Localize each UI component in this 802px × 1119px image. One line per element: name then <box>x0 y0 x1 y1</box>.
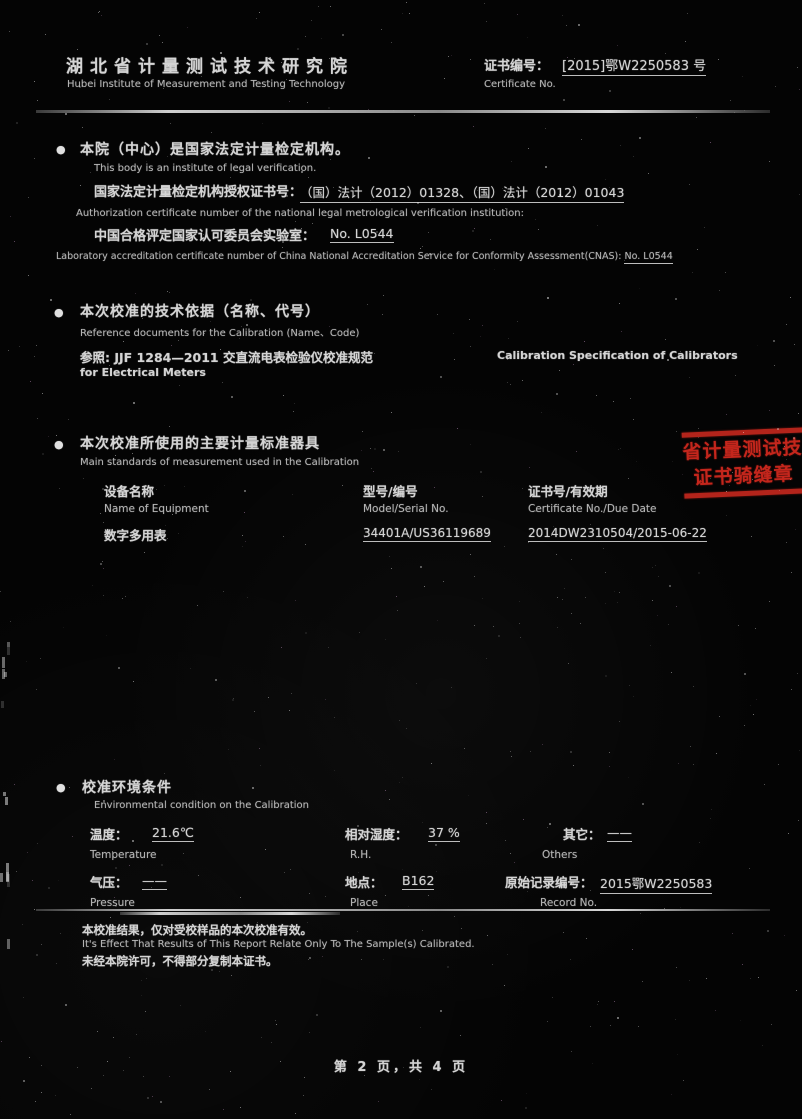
legal-title-cn: 本院（中心）是国家法定计量检定机构。 <box>80 142 350 158</box>
table-header-name-cn: 设备名称 <box>104 484 155 499</box>
temperature-label: 温度： <box>90 827 128 842</box>
reference-title-en: Reference documents for the Calibration … <box>80 328 360 339</box>
note-line2-cn: 未经本院许可，不得部分复制本证书。 <box>82 954 278 968</box>
bullet-icon: ● <box>56 143 66 156</box>
record-no-value: 2015鄂W2250583 <box>600 873 713 894</box>
humidity-label-en: R.H. <box>350 849 372 861</box>
reference-doc-en1: Calibration Specification of Calibrators <box>497 349 738 362</box>
reference-doc-cn: 参照: JJF 1284—2011 交直流电表检验仪校准规范 <box>80 350 373 365</box>
environment-title-en: Environmental condition on the Calibrati… <box>94 800 309 811</box>
table-header-model-cn: 型号/编号 <box>363 484 418 499</box>
table-header-cert-cn: 证书号/有效期 <box>528 484 608 499</box>
paging-seal-stamp: 省计量测试技术 证书骑缝章 <box>681 423 802 500</box>
cnas-en-text: Laboratory accreditation certificate num… <box>56 251 625 262</box>
equipment-model-value: 34401A/US36119689 <box>363 526 491 542</box>
legal-title-en: This body is an institute of legal verif… <box>94 163 317 174</box>
header-divider <box>36 110 770 113</box>
cnas-value: No. L0544 <box>330 226 394 243</box>
reference-doc-en2: for Electrical Meters <box>80 366 206 379</box>
certificate-no-value: [2015]鄂W2250583 号 <box>562 55 707 76</box>
notes-divider <box>36 909 770 911</box>
place-value: B162 <box>402 873 435 890</box>
certificate-no-label-en: Certificate No. <box>484 79 556 90</box>
table-row: 数字多用表 <box>104 528 167 543</box>
bullet-icon: ● <box>54 438 64 451</box>
record-no-label-en: Record No. <box>540 897 598 909</box>
standards-title-cn: 本次校准所使用的主要计量标准器具 <box>80 436 320 452</box>
pressure-label: 气压： <box>90 875 128 890</box>
notes-divider-segment <box>120 912 340 915</box>
bullet-icon: ● <box>54 306 64 319</box>
bullet-icon: ● <box>56 781 66 794</box>
others-value: —— <box>607 825 632 842</box>
table-header-name-en: Name of Equipment <box>104 503 209 515</box>
certificate-no-label: 证书编号： <box>484 59 550 74</box>
cnas-label: 中国合格评定国家认可委员会实验室： <box>94 229 316 244</box>
others-label: 其它： <box>563 827 601 842</box>
auth-cert-value: （国）法计（2012）01328、（国）法计（2012）01043 <box>300 182 625 203</box>
record-no-label: 原始记录编号： <box>505 875 593 890</box>
place-label: 地点： <box>345 875 383 890</box>
institute-name-cn: 湖北省计量测试技术研究院 <box>66 57 354 77</box>
table-header-model-en: Model/Serial No. <box>363 503 449 515</box>
note-line1-en: It's Effect That Results of This Report … <box>82 939 475 950</box>
standards-title-en: Main standards of measurement used in th… <box>80 457 360 468</box>
place-label-en: Place <box>350 897 378 909</box>
reference-title-cn: 本次校准的技术依据（名称、代号） <box>80 304 320 320</box>
auth-cert-label-en: Authorization certificate number of the … <box>76 208 524 219</box>
institute-name-en: Hubei Institute of Measurement and Testi… <box>67 79 346 90</box>
temperature-label-en: Temperature <box>90 849 157 861</box>
cnas-label-en: Laboratory accreditation certificate num… <box>56 251 673 264</box>
equipment-cert-value: 2014DW2310504/2015-06-22 <box>528 526 707 542</box>
humidity-value: 37 % <box>428 825 460 842</box>
humidity-label: 相对湿度： <box>345 827 408 842</box>
note-line1-cn: 本校准结果，仅对受校样品的本次校准有效。 <box>82 923 312 937</box>
others-label-en: Others <box>542 849 578 861</box>
temperature-value: 21.6℃ <box>152 825 194 842</box>
pressure-label-en: Pressure <box>90 897 135 909</box>
cnas-en-value: No. L0544 <box>624 251 673 264</box>
page-number: 第 2 页，共 4 页 <box>333 1060 469 1075</box>
table-header-cert-en: Certificate No./Due Date <box>528 503 657 515</box>
auth-cert-label: 国家法定计量检定机构授权证书号： <box>94 185 303 200</box>
environment-title-cn: 校准环境条件 <box>82 780 172 796</box>
pressure-value: —— <box>142 873 167 890</box>
